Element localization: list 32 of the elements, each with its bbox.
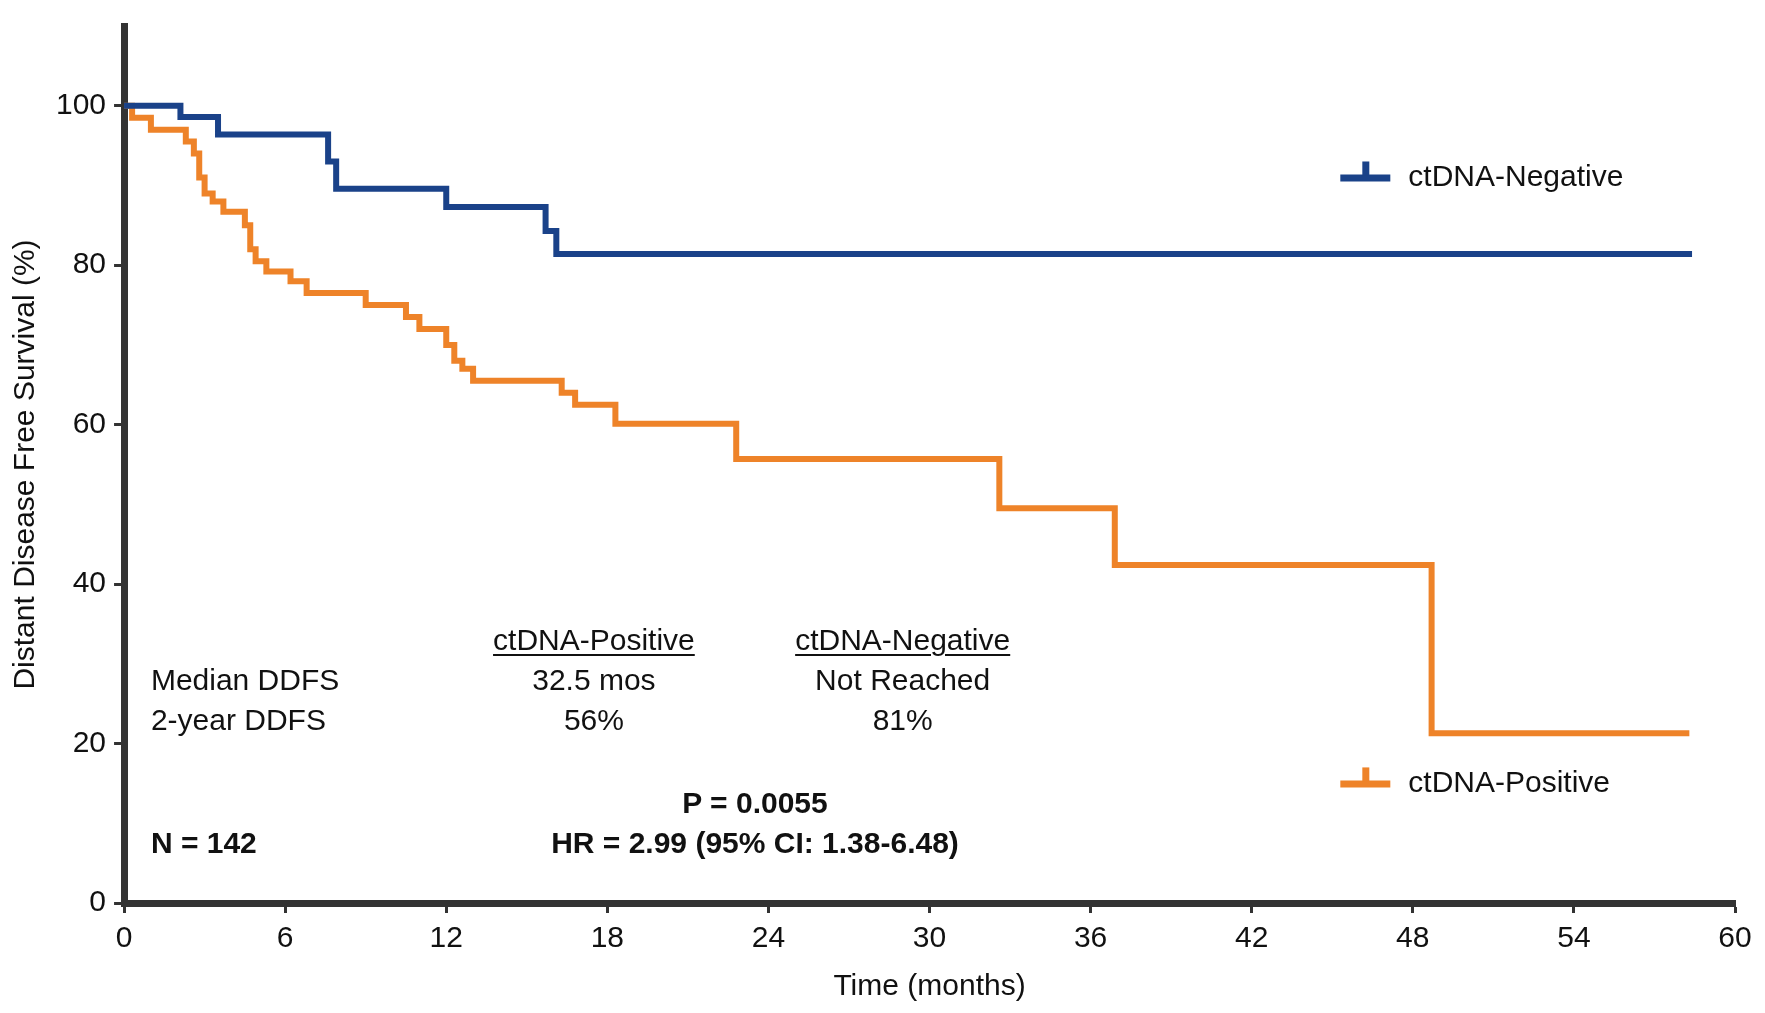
y-tick-label: 80 [72,246,107,280]
annotation: N = 142 [150,826,257,861]
y-tick-label: 60 [72,405,107,439]
annotation: 81% [872,702,933,737]
y-tick-label: 0 [89,884,107,918]
annotation: 56% [563,702,624,737]
x-tick-label: 36 [1073,920,1108,954]
x-tick-label: 54 [1557,920,1591,954]
y-tick-label: 20 [72,724,107,758]
x-tick-label: 48 [1396,920,1430,954]
legend-label: ctDNA-Positive [1408,764,1611,798]
annotation: ctDNA-Negative [795,622,1011,657]
annotation: HR = 2.99 (95% CI: 1.38-6.48) [551,826,959,861]
annotation: 2-year DDFS [150,702,326,737]
x-tick-label: 6 [276,920,294,954]
x-tick-label: 60 [1718,920,1752,954]
x-tick-label: 18 [590,920,625,954]
annotation: ctDNA-Positive [493,622,695,657]
x-tick-label: 0 [115,920,133,954]
x-axis-title: Time (months) [833,968,1026,1002]
y-tick-label: 100 [55,86,107,120]
annotation: Not Reached [815,662,991,697]
annotation: Median DDFS [150,662,340,697]
y-axis-title: Distant Disease Free Survival (%) [7,239,41,690]
y-tick-label: 40 [72,565,107,599]
annotation: P = 0.0055 [682,786,828,821]
x-tick-label: 12 [429,920,463,954]
annotation: 32.5 mos [532,662,656,697]
x-tick-label: 30 [912,920,947,954]
x-tick-label: 42 [1235,920,1269,954]
x-tick-label: 24 [751,920,786,954]
legend-label: ctDNA-Negative [1408,158,1624,192]
